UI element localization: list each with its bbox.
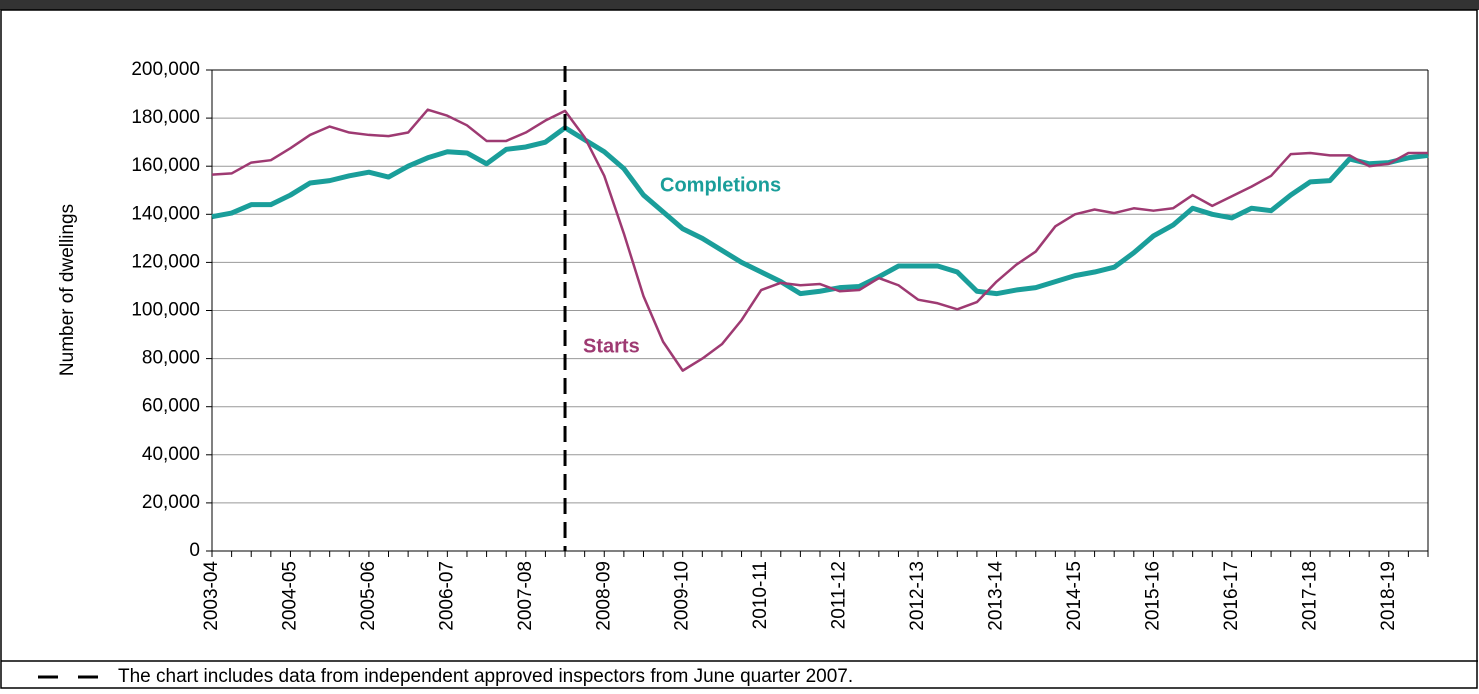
x-tick-label: 2015-16	[1142, 561, 1163, 631]
y-tick-label: 100,000	[131, 300, 200, 321]
y-tick-label: 40,000	[142, 444, 200, 465]
series-line	[211, 108, 1428, 372]
x-tick-label: 2017-18	[1299, 561, 1320, 631]
x-tick-label: 2010-11	[750, 561, 771, 629]
x-tick-label: 2018-19	[1378, 561, 1399, 631]
x-tick-label: 2004-05	[279, 561, 300, 631]
y-axis-label: Number of dwellings	[57, 204, 78, 376]
y-tick-label: 80,000	[142, 348, 200, 369]
x-tick-label: 2005-06	[358, 561, 379, 631]
y-tick-label: 120,000	[131, 251, 200, 272]
x-tick-label: 2012-13	[907, 561, 928, 631]
y-tick-label: 140,000	[131, 203, 200, 224]
x-tick-label: 2007-08	[515, 561, 536, 631]
x-tick-label: 2013-14	[986, 561, 1007, 631]
x-tick-label: 2003-04	[201, 561, 222, 631]
series-label: Starts	[583, 335, 640, 357]
x-tick-label: 2014-15	[1064, 561, 1085, 631]
top-bar	[0, 0, 1479, 10]
y-tick-label: 60,000	[142, 396, 200, 417]
y-tick-label: 180,000	[131, 107, 200, 128]
y-tick-label: 160,000	[131, 155, 200, 176]
frame	[0, 9, 1478, 689]
series-line	[211, 125, 1429, 297]
x-tick-label: 2006-07	[436, 561, 457, 631]
y-tick-label: 0	[189, 540, 200, 561]
x-tick-label: 2011-12	[829, 561, 850, 629]
x-tick-label: 2008-09	[593, 561, 614, 631]
y-tick-label: 20,000	[142, 492, 200, 513]
footnote: The chart includes data from independent…	[118, 666, 853, 687]
y-tick-label: 200,000	[131, 59, 200, 80]
x-tick-label: 2009-10	[672, 561, 693, 631]
series-label: Completions	[660, 174, 781, 196]
x-tick-label: 2016-17	[1221, 561, 1242, 631]
